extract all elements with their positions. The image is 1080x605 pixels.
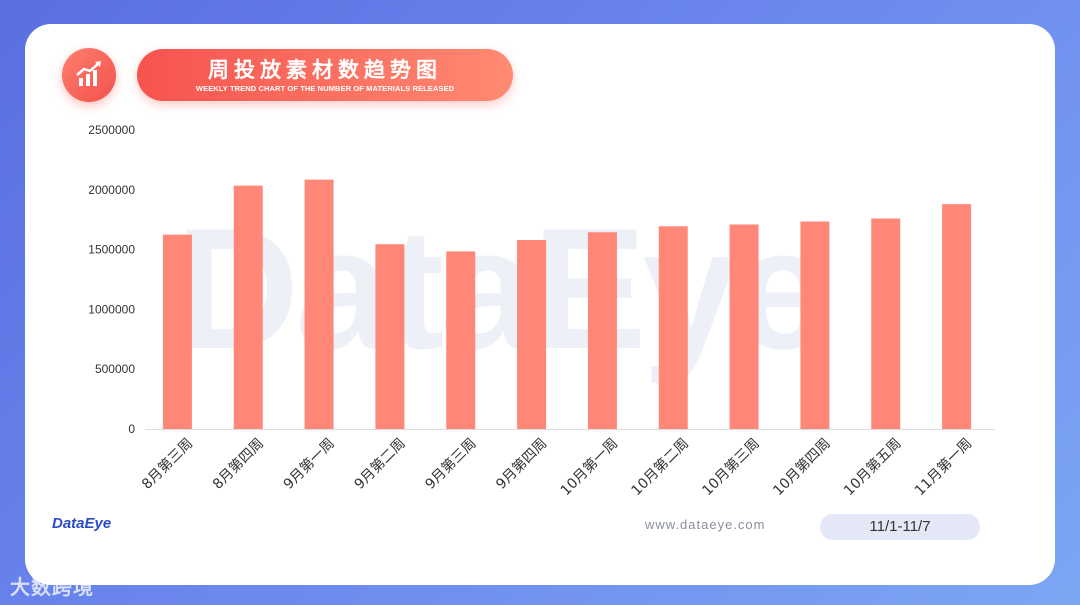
corner-watermark: 大数跨境	[10, 575, 94, 599]
bar	[304, 179, 334, 429]
bar	[162, 234, 192, 429]
bar	[729, 224, 759, 429]
x-tick-label: 10月第一周	[557, 435, 621, 499]
y-tick-label: 2000000	[88, 183, 135, 197]
y-tick-label: 1000000	[88, 302, 135, 316]
date-range-badge: 11/1-11/7	[820, 514, 980, 540]
y-tick-label: 0	[128, 422, 135, 436]
y-tick-label: 500000	[95, 362, 135, 376]
x-tick-label: 9月第一周	[280, 435, 338, 493]
x-tick-label: 9月第二周	[351, 435, 409, 493]
chart-subtitle: WEEKLY TREND CHART OF THE NUMBER OF MATE…	[195, 84, 455, 93]
bar	[658, 226, 688, 429]
bar	[233, 185, 263, 429]
x-tick-label: 9月第三周	[422, 435, 480, 493]
footer-website: www.dataeye.com	[645, 517, 766, 532]
chart-title: 周投放素材数趋势图	[208, 58, 442, 82]
bar-chart-trend-icon	[62, 48, 116, 102]
footer-logo: DataEye	[52, 515, 112, 532]
x-tick-label: 10月第三周	[699, 435, 763, 499]
x-tick-label: 8月第四周	[209, 435, 267, 493]
x-tick-label: 10月第四周	[770, 435, 834, 499]
chart-title-banner: 周投放素材数趋势图 WEEKLY TREND CHART OF THE NUMB…	[137, 49, 513, 101]
bar	[942, 204, 972, 429]
bar	[517, 240, 547, 429]
y-tick-label: 1500000	[88, 243, 135, 257]
bar	[375, 244, 405, 429]
bar	[871, 218, 901, 429]
x-tick-label: 10月第二周	[628, 435, 692, 499]
bar	[587, 232, 617, 429]
bar	[446, 251, 476, 429]
watermark: DataEye	[175, 193, 830, 385]
y-tick-label: 2500000	[88, 123, 135, 137]
x-tick-label: 10月第五周	[840, 435, 904, 499]
x-tick-label: 9月第四周	[492, 435, 550, 493]
bar	[800, 221, 830, 429]
x-tick-label: 8月第三周	[138, 435, 196, 493]
x-tick-label: 11月第一周	[911, 435, 975, 499]
